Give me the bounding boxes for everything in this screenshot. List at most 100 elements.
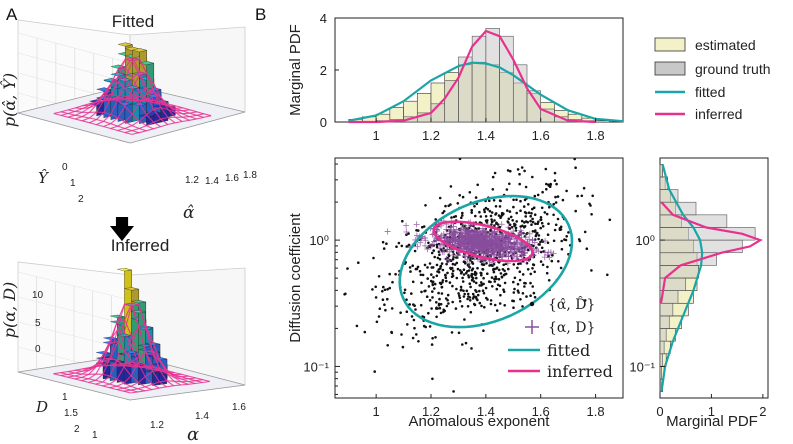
- scatter-fitted-point: [512, 198, 515, 202]
- scatter-fitted-point: [549, 183, 553, 186]
- scatter-fitted-point: [582, 186, 586, 190]
- scatter-fitted-point: [545, 182, 548, 186]
- scatter-inferred-point: [505, 224, 512, 231]
- scatter-fitted-point: [556, 195, 560, 198]
- scatter-fitted-point: [458, 294, 461, 298]
- top-xtick-label: 1.6: [532, 128, 550, 143]
- right-ground-truth-bar: [659, 214, 728, 228]
- scatter-fitted-point: [423, 263, 427, 267]
- legend: estimated ground truth fitted inferred: [654, 37, 771, 122]
- scatter-fitted-point: [493, 171, 497, 175]
- right-marginal-xlabel: Marginal PDF: [666, 413, 758, 430]
- scatter-fitted-point: [374, 296, 378, 299]
- scatter-inferred-point: [487, 240, 494, 247]
- scatter-fitted-point: [539, 240, 542, 244]
- scatter-fitted-point: [540, 206, 544, 210]
- inferred-xtick: 1.6: [232, 402, 246, 413]
- scatter-fitted-point: [378, 307, 382, 311]
- scatter-fitted-point: [476, 183, 480, 187]
- scatter-fitted-point: [490, 218, 493, 221]
- scatter-inferred-point: [417, 239, 424, 246]
- scatter-fitted-point: [355, 324, 359, 328]
- scatter-inferred-point: [542, 238, 549, 244]
- scatter-fitted-point: [531, 220, 535, 224]
- scatter-fitted-point: [445, 279, 448, 283]
- scatter-fitted-point: [573, 158, 576, 161]
- scatter-fitted-point: [371, 288, 374, 291]
- bar-top-face: [139, 61, 154, 66]
- top-ytick-label: 2: [320, 63, 327, 78]
- scatter-fitted-point: [494, 205, 498, 208]
- scatter-fitted-point: [437, 304, 441, 307]
- scatter-fitted-point: [495, 309, 499, 312]
- scatter-fitted-point: [455, 261, 459, 265]
- scatter-fitted-point: [431, 377, 434, 381]
- scatter-fitted-point: [451, 272, 454, 276]
- scatter-fitted-point: [451, 269, 455, 273]
- scatter-fitted-point: [539, 216, 543, 219]
- scatter-fitted-point: [499, 293, 502, 297]
- scatter-inferred-point: [503, 244, 509, 251]
- scatter-fitted-point: [546, 265, 549, 269]
- top-xtick-label: 1: [373, 128, 380, 143]
- scatter-fitted-point: [462, 295, 466, 298]
- scatter-inferred-point: [403, 222, 410, 229]
- scatter-fitted-point: [546, 233, 550, 236]
- scatter-fitted-point: [407, 232, 410, 235]
- legend-ground-truth-swatch: [654, 61, 686, 76]
- scatter-legend-inferred-plus: [525, 320, 539, 334]
- inferred-3d-plot: Inferred p(α, D) 10 5 0 D α 1 1.5 2 1 1.…: [0, 236, 246, 444]
- scatter-fitted-point: [498, 205, 502, 208]
- scatter-fitted-point: [442, 308, 446, 312]
- inferred-zlabel: p(α, D): [0, 282, 19, 339]
- scatter-fitted-point: [421, 225, 424, 229]
- inferred-ztick: 5: [35, 318, 41, 329]
- scatter-fitted-point: [552, 213, 555, 217]
- scatter-fitted-point: [491, 175, 495, 179]
- scatter-fitted-point: [410, 292, 413, 295]
- scatter-fitted-point: [567, 231, 570, 234]
- scatter-fitted-point: [550, 259, 554, 263]
- scatter-inferred-point: [446, 231, 453, 237]
- scatter-fitted-point: [397, 241, 401, 245]
- scatter-fitted-point: [474, 289, 477, 292]
- scatter-fitted-point: [512, 205, 515, 209]
- scatter-inferred-point: [511, 243, 518, 250]
- scatter-fitted-point: [533, 213, 537, 216]
- scatter-fitted-point: [430, 343, 434, 346]
- inferred-ytick: 1.5: [64, 408, 78, 419]
- scatter-inferred-point: [464, 235, 471, 242]
- scatter-fitted-point: [524, 282, 527, 285]
- scatter-fitted-point: [382, 285, 385, 289]
- scatter-xtick-label: 1.4: [477, 404, 495, 419]
- scatter-fitted-point: [460, 270, 464, 274]
- scatter-fitted-point: [458, 300, 462, 303]
- scatter-fitted-point: [548, 185, 552, 188]
- scatter-fitted-point: [447, 302, 450, 305]
- scatter-fitted-point: [522, 205, 526, 208]
- scatter-fitted-point: [468, 191, 472, 194]
- scatter-fitted-point: [438, 306, 442, 310]
- scatter-inferred-point: [424, 246, 431, 253]
- scatter-fitted-point: [523, 221, 526, 224]
- scatter-fitted-point: [388, 272, 392, 276]
- scatter-fitted-point: [499, 272, 503, 275]
- scatter-fitted-point: [405, 245, 409, 248]
- scatter-fitted-point: [438, 297, 441, 301]
- scatter-fitted-point: [401, 219, 404, 223]
- right-marginal-ticks: 0 1 2 10⁰ 10⁻¹: [629, 233, 766, 419]
- scatter-fitted-point: [608, 218, 612, 222]
- scatter-fitted-point: [509, 215, 513, 219]
- scatter-fitted-point: [466, 292, 470, 296]
- right-ground-truth-bar: [659, 302, 674, 317]
- scatter-fitted-point: [403, 291, 406, 295]
- scatter-legend-inferred-label: inferred: [547, 362, 613, 381]
- scatter-fitted-point: [386, 344, 390, 347]
- scatter-fitted-point: [450, 266, 454, 270]
- scatter-inferred-point: [505, 239, 512, 246]
- scatter-fitted-point: [411, 264, 415, 268]
- scatter-fitted-point: [489, 299, 493, 302]
- scatter-fitted-point: [481, 289, 485, 293]
- scatter-inferred-point: [413, 232, 420, 239]
- scatter-inferred-point: [514, 247, 521, 254]
